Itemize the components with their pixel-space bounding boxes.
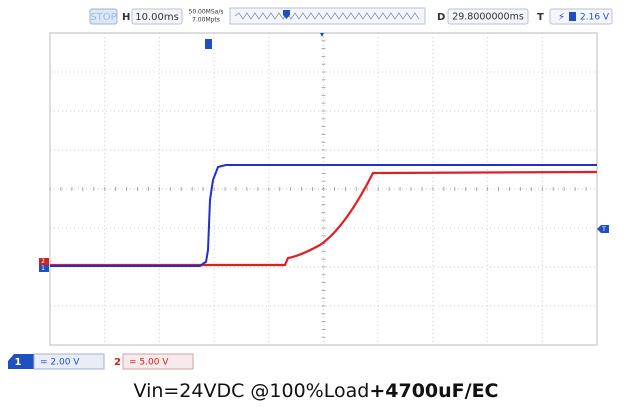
d-label: D (437, 12, 445, 23)
trigger-position-marker (205, 39, 212, 49)
memory-bar (229, 7, 426, 25)
trigger-level-marker-label: T (601, 226, 606, 233)
delay: 29.8000000ms (452, 12, 524, 23)
grid (49, 32, 598, 346)
ch1-scale-box[interactable] (33, 353, 105, 370)
caption-text: Vin=24VDC @100%Load (133, 380, 369, 402)
trigger-edge: ⚡ (558, 12, 565, 23)
timebase: 10.00ms (135, 12, 179, 23)
ch2-marker (39, 258, 49, 265)
sample-rate: 50.00MSa/s (189, 9, 224, 16)
trigger-source (569, 12, 576, 21)
ch1-scale: = 2.00 V (40, 358, 80, 368)
ch1-trace (50, 164, 597, 267)
ch2-scale: = 5.00 V (129, 358, 169, 368)
timebase-box[interactable] (131, 8, 183, 25)
ch2-trace (50, 170, 598, 267)
ch2-number: 2 (114, 357, 121, 368)
h-label: H (122, 12, 130, 23)
position-marker (283, 10, 290, 19)
delay-box[interactable] (447, 8, 529, 25)
caption: Vin=24VDC @100%Load+4700uF/EC (133, 380, 498, 402)
ch1-number: 1 (15, 357, 22, 368)
caption-bold: +4700uF/EC (369, 380, 498, 402)
ch1-badge[interactable] (8, 354, 34, 369)
trigger-level-marker (597, 225, 609, 233)
ch1-marker-label: 1 (41, 265, 45, 272)
ch2-marker-label: 2 (41, 258, 45, 265)
trigger-level: 2.16 V (580, 13, 610, 23)
trigger-box[interactable] (549, 8, 613, 25)
t-label: T (537, 12, 544, 23)
delay-marker (320, 33, 324, 37)
status: STOP (90, 12, 116, 23)
ch2-scale-box[interactable] (122, 353, 194, 370)
ch1-marker (39, 265, 49, 272)
memory-wave (234, 12, 420, 20)
memory: 7.00Mpts (192, 17, 220, 24)
status-box[interactable] (89, 8, 118, 25)
